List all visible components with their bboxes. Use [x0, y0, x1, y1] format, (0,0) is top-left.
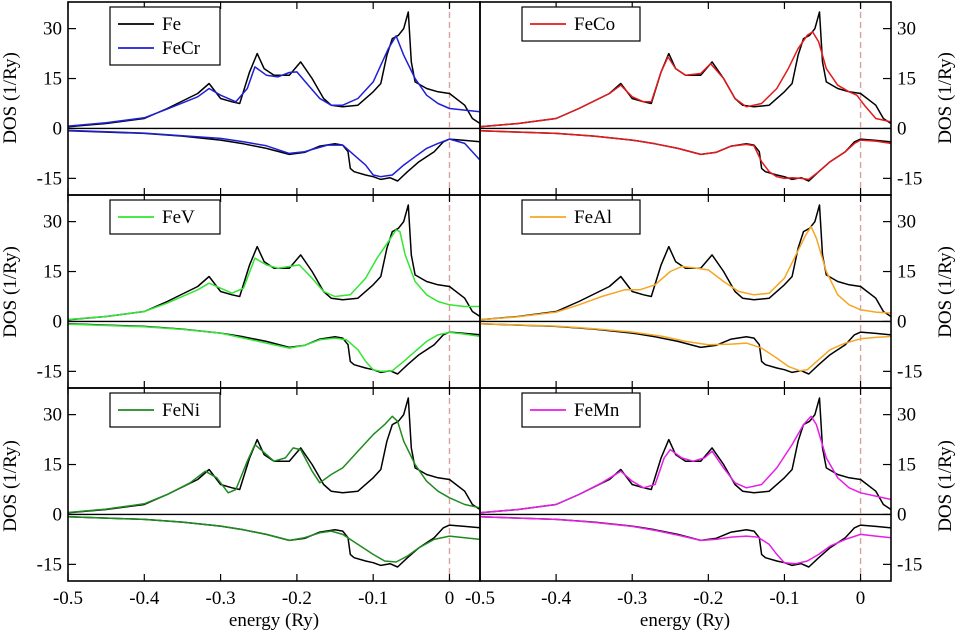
series-femn-spin-down	[479, 516, 892, 565]
y-tick-label: 0	[53, 504, 63, 525]
y-axis-label-left-row2: DOS (1/Ry)	[0, 246, 21, 338]
y-axis-label-right-row1: DOS (1/Ry)	[935, 52, 956, 144]
x-tick-label: 0	[856, 588, 866, 609]
legend-label-fev: FeV	[162, 207, 195, 228]
x-tick-label: -0.3	[617, 588, 647, 609]
y-axis-label-right-row3: DOS (1/Ry)	[935, 440, 956, 532]
legend: FeCo	[521, 6, 641, 42]
series-feco-spin-down	[479, 130, 892, 181]
panel-middle-left: 30 15 0 -15 FeV	[37, 194, 481, 389]
y-tick-label: -15	[897, 554, 922, 575]
y-tick-label: 30	[43, 19, 62, 40]
legend-label-feni: FeNi	[162, 400, 200, 421]
series-fe-spin-up	[479, 397, 892, 514]
y-tick-label: -15	[37, 361, 62, 382]
x-tick-label: -0.1	[769, 588, 799, 609]
legend-box	[109, 6, 221, 66]
series-fev-spin-up	[67, 229, 480, 321]
x-tick-label: -0.1	[358, 588, 388, 609]
series-feco-spin-up	[479, 31, 892, 128]
y-tick-label: -15	[37, 168, 62, 189]
y-tick-label: 15	[897, 455, 916, 476]
y-tick-label: 15	[897, 69, 916, 90]
series-feal-spin-up	[479, 225, 892, 321]
legend-label-feal: FeAl	[574, 207, 612, 228]
y-tick-label: 30	[43, 212, 62, 233]
y-axis-label-left-row1: DOS (1/Ry)	[0, 52, 21, 144]
legend: FeAl	[521, 199, 641, 235]
x-tick-label: -0.4	[129, 588, 160, 609]
legend-label-fecr: FeCr	[162, 38, 201, 59]
legend: Fe FeCr	[109, 6, 221, 66]
series-fe-spin-down	[67, 516, 481, 568]
x-tick-label: -0.4	[541, 588, 572, 609]
y-tick-label: 30	[897, 19, 916, 40]
y-tick-label: 0	[53, 311, 63, 332]
y-tick-label: 0	[897, 311, 907, 332]
series-feni-spin-down	[67, 516, 481, 563]
series-feni-spin-up	[67, 415, 481, 514]
panel-frame	[479, 387, 892, 582]
series-fe-spin-up	[479, 204, 892, 321]
axis-labels-layer: energy (Ry) energy (Ry) DOS (1/Ry) DOS (…	[0, 52, 956, 631]
panel-top-right: 30 15 0 -15 FeCo	[479, 1, 922, 196]
series-fe-spin-down	[67, 130, 481, 182]
x-tick-label: -0.2	[693, 588, 723, 609]
series-femn-spin-up	[479, 415, 892, 514]
panels-layer: 30 15 0 -15 Fe FeCr 30 15 0 -15 FeCo 30 15 0 -15 FeV 30 1…	[37, 1, 922, 609]
x-tick-label: -0.2	[282, 588, 312, 609]
y-tick-label: 15	[43, 69, 62, 90]
panel-bottom-left: 30 15 0 -15 -0.5 -0.4 -0.3 -0.2 -0.1 0 FeNi	[37, 387, 481, 609]
series-fecr-spin-down	[67, 129, 481, 178]
legend: FeMn	[521, 392, 641, 428]
legend: FeNi	[109, 392, 221, 428]
legend-label-fe: Fe	[162, 14, 181, 35]
y-tick-label: 15	[897, 262, 916, 283]
x-tick-label: 0	[445, 588, 455, 609]
x-tick-label: -0.3	[206, 588, 236, 609]
x-tick-label: -0.5	[465, 588, 495, 609]
y-tick-label: -15	[897, 361, 922, 382]
y-axis-label-right-row2: DOS (1/Ry)	[935, 246, 956, 338]
y-tick-label: 30	[897, 405, 916, 426]
panel-top-left: 30 15 0 -15 Fe FeCr	[37, 1, 481, 196]
panel-middle-right: 30 15 0 -15 FeAl	[479, 194, 922, 389]
series-fe-spin-down	[67, 323, 481, 375]
legend-label-feco: FeCo	[574, 14, 615, 35]
series-fecr-spin-up	[67, 35, 481, 127]
series-feal-spin-down	[479, 323, 892, 372]
y-tick-label: 15	[43, 455, 62, 476]
y-tick-label: -15	[37, 554, 62, 575]
y-tick-label: 0	[897, 504, 907, 525]
y-tick-label: 15	[43, 262, 62, 283]
x-tick-label: -0.5	[53, 588, 83, 609]
y-tick-label: -15	[897, 168, 922, 189]
series-fe-spin-down	[479, 516, 892, 568]
y-tick-label: 30	[897, 212, 916, 233]
panel-bottom-right: 30 15 0 -15 -0.5 -0.4 -0.3 -0.2 -0.1 0 FeMn	[465, 387, 922, 609]
series-fe-spin-down	[479, 323, 892, 375]
y-tick-label: 0	[53, 118, 63, 139]
x-axis-label-left: energy (Ry)	[229, 610, 319, 631]
y-axis-label-left-row3: DOS (1/Ry)	[0, 440, 21, 532]
series-fe-spin-down	[479, 130, 892, 182]
legend: FeV	[109, 199, 221, 235]
legend-label-femn: FeMn	[574, 400, 620, 421]
series-fev-spin-down	[67, 323, 481, 373]
y-tick-label: 30	[43, 405, 62, 426]
y-tick-label: 0	[897, 118, 907, 139]
x-axis-label-right: energy (Ry)	[640, 610, 730, 631]
